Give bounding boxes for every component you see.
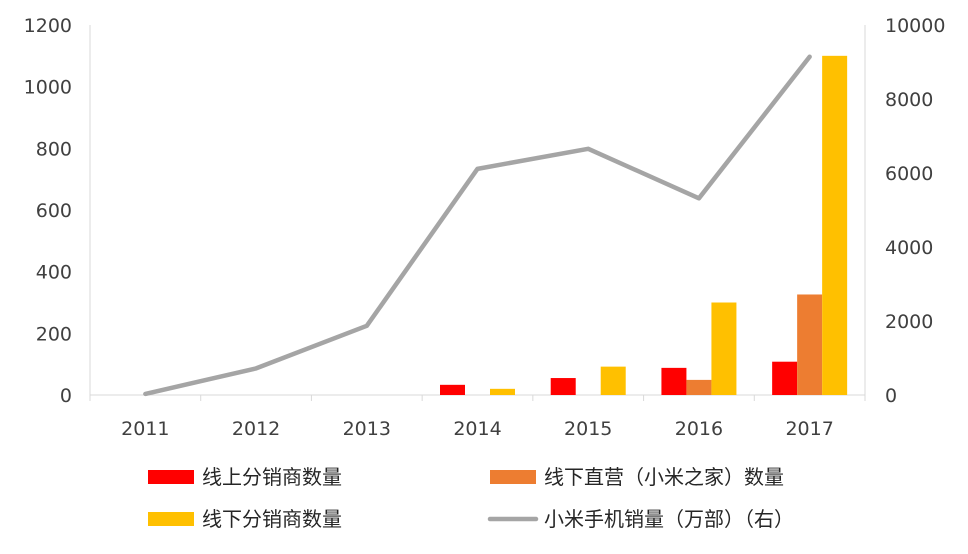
bar-1-2016 [661,367,687,395]
y-right-tick-label-0: 0 [885,385,897,407]
bar-3-2016 [711,302,737,395]
bar-2-2017 [797,294,823,395]
y-axis-left: 0 200 400 600 800 1000 1200 [24,15,72,407]
y-right-tick-label-8000: 8000 [885,89,933,111]
legend-label-3: 线下分销商数量 [202,507,342,531]
x-tick-label-2016: 2016 [675,418,723,440]
line-layer [143,54,812,397]
legend-label-4: 小米手机销量（万部）（右） [544,507,794,531]
bars-group [440,55,848,395]
y-right-tick-label-2000: 2000 [885,311,933,333]
legend-swatch-3 [148,512,194,526]
x-tick-label-2011: 2011 [121,418,169,440]
legend-swatch-1 [148,470,194,484]
y-left-tick-label-1200: 1200 [24,15,72,37]
bar-3-2014 [490,388,515,395]
legend-label-1: 线上分销商数量 [202,465,342,489]
x-tick-label-2012: 2012 [232,418,280,440]
y-left-tick-label-0: 0 [60,385,72,407]
y-left-tick-label-800: 800 [36,138,72,160]
bar-1-2014 [440,384,465,395]
legend-swatch-2 [490,470,536,484]
bar-3-2017 [822,55,848,395]
bar-1-2017 [772,361,798,395]
x-tick-label-2015: 2015 [564,418,612,440]
legend-label-2: 线下直营（小米之家）数量 [544,465,784,489]
bar-2-2016 [686,379,712,395]
x-tick-label-2013: 2013 [343,418,391,440]
y-left-tick-label-1000: 1000 [24,77,72,99]
x-tick-label-2017: 2017 [785,418,833,440]
y-right-tick-label-10000: 10000 [885,15,945,37]
bar-1-2015 [550,378,576,395]
y-left-tick-label-600: 600 [36,200,72,222]
line-series-sales [143,54,812,397]
bar-3-2015 [600,366,626,395]
y-axis-right: 0 2000 4000 6000 8000 10000 [885,15,945,407]
x-tick-label-2014: 2014 [453,418,501,440]
y-left-tick-label-400: 400 [36,262,72,284]
y-right-tick-label-4000: 4000 [885,237,933,259]
x-axis-ticks: 2011 2012 2013 2014 2015 2016 2017 [89,395,866,440]
y-right-tick-label-6000: 6000 [885,163,933,185]
y-left-tick-label-200: 200 [36,323,72,345]
